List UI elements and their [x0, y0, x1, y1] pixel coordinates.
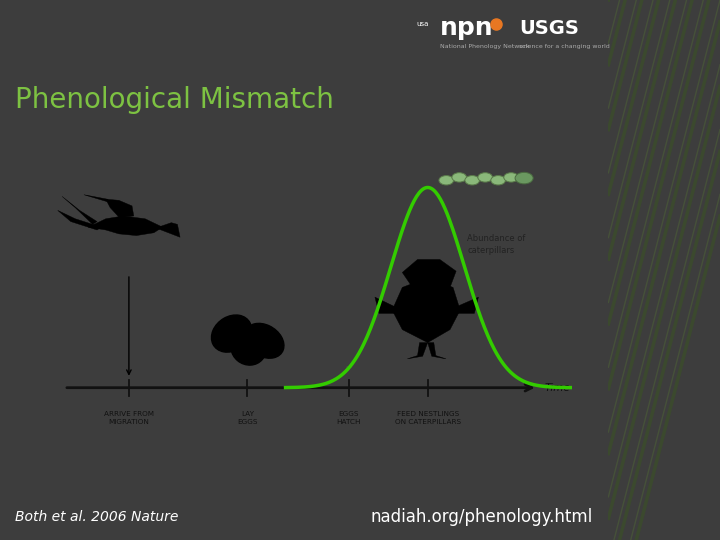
Polygon shape	[158, 222, 180, 237]
Text: Both et al. 2006 Nature: Both et al. 2006 Nature	[15, 510, 179, 524]
Text: National Phenology Network: National Phenology Network	[440, 44, 529, 50]
Text: FEED NESTLINGS
ON CATERPILLARS: FEED NESTLINGS ON CATERPILLARS	[395, 411, 461, 424]
Circle shape	[515, 172, 533, 184]
Polygon shape	[84, 195, 110, 202]
Polygon shape	[392, 278, 460, 342]
Circle shape	[504, 173, 518, 182]
Text: science for a changing world: science for a changing world	[520, 44, 611, 50]
Polygon shape	[58, 211, 102, 230]
Text: nadiah.org/phenology.html: nadiah.org/phenology.html	[371, 508, 593, 526]
Circle shape	[491, 176, 505, 185]
Polygon shape	[89, 216, 163, 235]
Text: ~: ~	[345, 363, 353, 373]
Ellipse shape	[245, 323, 284, 358]
Polygon shape	[375, 297, 397, 313]
Ellipse shape	[231, 331, 266, 365]
Text: USGS: USGS	[520, 19, 580, 38]
Polygon shape	[428, 342, 446, 359]
Polygon shape	[455, 297, 478, 313]
Text: usa: usa	[417, 21, 429, 27]
Text: LAY
EGGS: LAY EGGS	[237, 411, 258, 424]
Text: Abundance of
caterpillars: Abundance of caterpillars	[467, 234, 526, 255]
Circle shape	[452, 173, 467, 182]
Text: Phenological Mismatch: Phenological Mismatch	[15, 86, 334, 114]
Circle shape	[465, 176, 480, 185]
Circle shape	[478, 173, 492, 182]
Ellipse shape	[212, 315, 251, 352]
Polygon shape	[402, 260, 456, 287]
Text: npn: npn	[440, 16, 493, 40]
Polygon shape	[106, 199, 134, 217]
Text: ARRIVE FROM
MIGRATION: ARRIVE FROM MIGRATION	[104, 411, 154, 424]
Polygon shape	[408, 342, 428, 359]
Polygon shape	[62, 197, 97, 225]
Text: Time: Time	[544, 383, 570, 393]
Text: EGGS
HATCH: EGGS HATCH	[336, 411, 361, 424]
Circle shape	[439, 176, 454, 185]
